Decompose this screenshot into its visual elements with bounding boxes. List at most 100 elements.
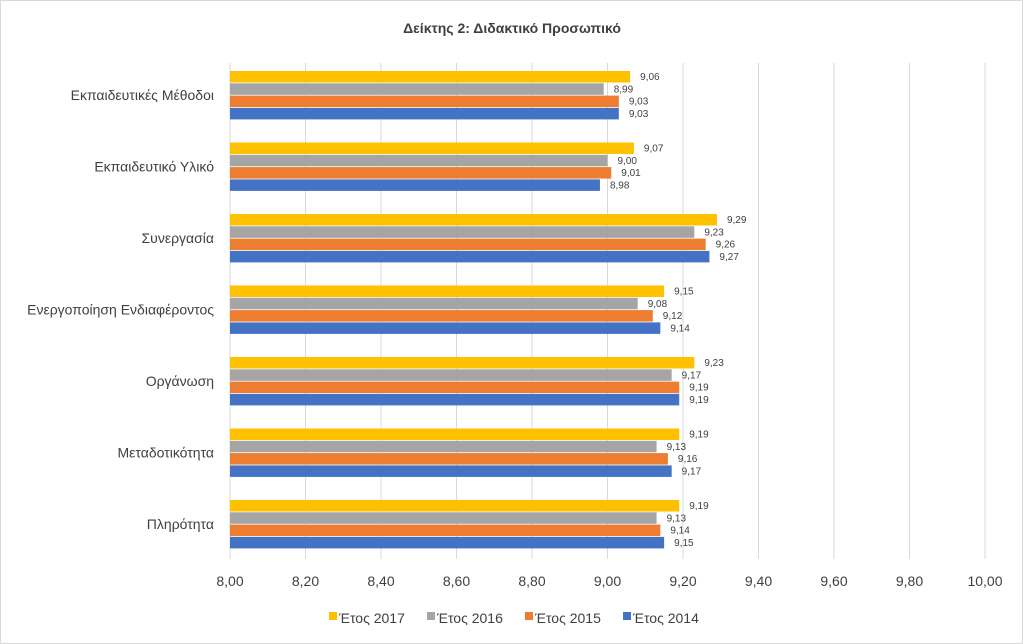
bar-group: 9,239,17 9,199,19 bbox=[230, 357, 724, 406]
data-label: 9,01 bbox=[621, 168, 641, 179]
bar bbox=[230, 500, 680, 512]
bar bbox=[230, 381, 680, 394]
x-axis-tick-labels: 8,00 8,20 8,40 8,60 8,80 9,00 9,20 9,40 9,60 9,80… bbox=[216, 573, 1002, 589]
bar bbox=[230, 179, 600, 191]
bar bbox=[230, 83, 604, 95]
data-label: 9,14 bbox=[670, 526, 690, 537]
bar-group: 9,15 9,089,129,14 bbox=[230, 285, 694, 334]
data-label: 9,19 bbox=[689, 501, 709, 512]
bar bbox=[230, 465, 672, 477]
data-label: 9,23 bbox=[704, 227, 724, 238]
x-tick-label: 8,60 bbox=[443, 573, 470, 589]
bar-group: 9,199,13 9,149,15 bbox=[230, 500, 709, 549]
legend-swatch bbox=[623, 612, 631, 620]
category-label: Ενεργοποίηση Ενδιαφέροντος bbox=[27, 302, 214, 318]
bar bbox=[230, 142, 634, 154]
bar bbox=[230, 512, 657, 524]
legend-item: Έτος 2017 bbox=[329, 610, 405, 626]
data-label: 9,19 bbox=[689, 430, 709, 441]
bar bbox=[230, 524, 661, 537]
data-label: 9,19 bbox=[689, 395, 709, 406]
bar bbox=[230, 95, 619, 108]
x-tick-label: 9,60 bbox=[820, 573, 847, 589]
data-label: 9,15 bbox=[674, 287, 694, 298]
category-label: Εκπαιδευτικές Μέθοδοι bbox=[71, 87, 214, 103]
bar bbox=[230, 71, 631, 83]
data-label: 9,13 bbox=[667, 513, 687, 524]
legend-swatch bbox=[427, 612, 435, 620]
legend-item: Έτος 2015 bbox=[525, 610, 601, 626]
x-tick-label: 9,00 bbox=[594, 573, 621, 589]
data-label: 9,03 bbox=[629, 109, 649, 120]
bar-group: 9,07 9,009,018,98 bbox=[230, 142, 664, 191]
data-label: 9,12 bbox=[663, 311, 683, 322]
category-label: Μεταδοτικότητα bbox=[117, 445, 214, 461]
legend-item: Έτος 2016 bbox=[427, 610, 503, 626]
category-labels: Εκπαιδευτικές Μέθοδοι Εκπαιδευτικό Υλικό Σ… bbox=[27, 87, 214, 532]
x-tick-label: 8,40 bbox=[367, 573, 394, 589]
x-tick-label: 9,20 bbox=[669, 573, 696, 589]
bar bbox=[230, 154, 608, 167]
x-tick-label: 8,80 bbox=[518, 573, 545, 589]
data-label: 9,13 bbox=[667, 442, 687, 453]
bar-group: 9,299,23 9,269,27 bbox=[230, 214, 747, 263]
bar-groups: 9,068,999,039,039,079,009,018,989,299,23… bbox=[230, 71, 747, 549]
bar bbox=[230, 440, 657, 453]
category-label: Οργάνωση bbox=[146, 373, 214, 389]
legend-item: Έτος 2014 bbox=[623, 610, 699, 626]
legend-label: Έτος 2015 bbox=[534, 610, 601, 626]
data-label: 9,27 bbox=[719, 252, 739, 263]
data-label: 9,15 bbox=[674, 538, 694, 549]
bar bbox=[230, 310, 653, 322]
bar bbox=[230, 238, 706, 251]
category-label: Πληρότητα bbox=[147, 516, 214, 532]
bar bbox=[230, 226, 695, 238]
x-tick-label: 9,40 bbox=[745, 573, 772, 589]
bar bbox=[230, 536, 665, 549]
chart-title: Δείκτης 2: Διδακτικό Προσωπικό bbox=[403, 20, 621, 36]
data-label: 9,07 bbox=[644, 144, 664, 155]
bar bbox=[230, 250, 710, 263]
bar bbox=[230, 393, 680, 406]
bar bbox=[230, 322, 661, 334]
legend-swatch bbox=[329, 612, 337, 620]
category-label: Εκπαιδευτικό Υλικό bbox=[94, 159, 214, 175]
data-label: 9,17 bbox=[682, 370, 702, 381]
bar bbox=[230, 107, 619, 120]
data-label: 8,99 bbox=[614, 84, 634, 95]
bar bbox=[230, 285, 665, 297]
data-label: 9,17 bbox=[682, 466, 702, 477]
x-tick-label: 10,00 bbox=[967, 573, 1002, 589]
data-label: 9,19 bbox=[689, 383, 709, 394]
bar bbox=[230, 297, 638, 310]
data-label: 9,06 bbox=[640, 72, 660, 83]
x-tick-label: 9,80 bbox=[896, 573, 923, 589]
legend: Έτος 2017 Έτος 2016 Έτος 2015 Έτος 2014 bbox=[329, 610, 699, 626]
data-label: 9,00 bbox=[618, 156, 638, 167]
legend-label: Έτος 2017 bbox=[338, 610, 405, 626]
data-label: 9,14 bbox=[670, 323, 690, 334]
bar bbox=[230, 167, 612, 179]
bar bbox=[230, 369, 672, 381]
legend-swatch bbox=[525, 612, 533, 620]
data-label: 9,29 bbox=[727, 215, 747, 226]
x-tick-label: 8,20 bbox=[292, 573, 319, 589]
bar bbox=[230, 453, 668, 465]
data-label: 9,03 bbox=[629, 97, 649, 108]
legend-label: Έτος 2014 bbox=[632, 610, 699, 626]
legend-label: Έτος 2016 bbox=[436, 610, 503, 626]
bar bbox=[230, 214, 717, 226]
data-label: 9,08 bbox=[648, 299, 668, 310]
bar-group: 9,06 8,99 9,039,03 bbox=[230, 71, 660, 120]
bar-group: 9,199,139,169,17 bbox=[230, 428, 709, 477]
category-label: Συνεργασία bbox=[142, 230, 214, 246]
data-label: 8,98 bbox=[610, 180, 630, 191]
data-label: 9,16 bbox=[678, 454, 698, 465]
x-tick-label: 8,00 bbox=[216, 573, 243, 589]
bar bbox=[230, 357, 695, 369]
bar bbox=[230, 428, 680, 440]
data-label: 9,26 bbox=[716, 240, 736, 251]
data-label: 9,23 bbox=[704, 358, 724, 369]
